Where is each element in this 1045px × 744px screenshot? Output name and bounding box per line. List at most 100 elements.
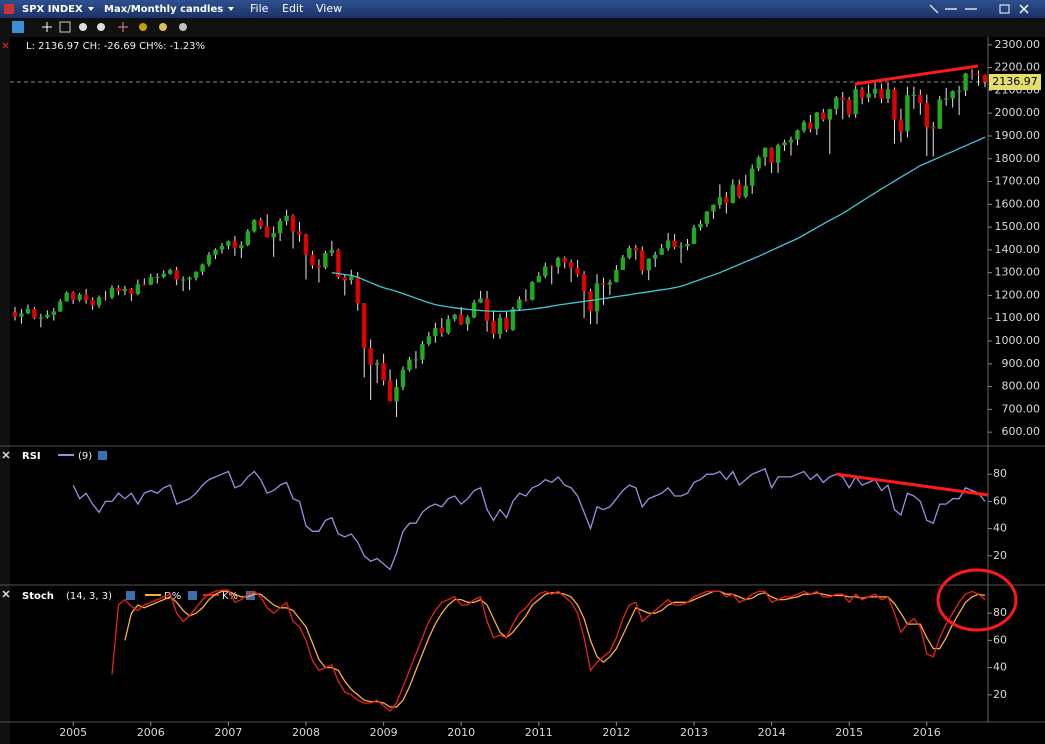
candle-body bbox=[187, 277, 192, 280]
y-tick-label: 1700.00 bbox=[995, 175, 1041, 188]
tool-cross[interactable] bbox=[118, 22, 128, 32]
window-icons[interactable] bbox=[929, 4, 977, 14]
candle-body bbox=[142, 284, 147, 286]
tool-text[interactable] bbox=[12, 21, 24, 33]
candle-body bbox=[420, 343, 425, 360]
candle-body bbox=[640, 250, 645, 271]
candle-body bbox=[937, 99, 942, 129]
candle-body bbox=[872, 88, 878, 94]
candle-body bbox=[827, 109, 832, 120]
stoch-settings[interactable] bbox=[126, 591, 135, 600]
candle-body bbox=[116, 287, 121, 291]
candle-body bbox=[814, 112, 820, 129]
candle-body bbox=[155, 277, 160, 279]
symbol-icon bbox=[4, 4, 14, 14]
candle-body bbox=[349, 276, 354, 281]
tool-zoom[interactable] bbox=[79, 23, 87, 31]
candle-body bbox=[239, 245, 244, 249]
legend-k: K% bbox=[222, 591, 238, 602]
tool-zoom-out[interactable] bbox=[97, 23, 105, 31]
candle-body bbox=[478, 298, 483, 303]
menu-file[interactable]: File bbox=[250, 2, 269, 15]
candle-body bbox=[691, 227, 697, 244]
candle-body bbox=[484, 298, 490, 321]
tool-settings[interactable] bbox=[179, 23, 187, 31]
tool-icons bbox=[12, 21, 187, 33]
x-tick-label: 2013 bbox=[680, 726, 708, 739]
candle-body bbox=[459, 314, 464, 325]
candle-body bbox=[64, 292, 69, 302]
x-tick-label: 2015 bbox=[835, 726, 863, 739]
candle-body bbox=[808, 122, 813, 129]
candle-body bbox=[45, 314, 50, 318]
candle-body bbox=[96, 297, 102, 306]
close-pane[interactable] bbox=[2, 451, 10, 459]
tool-rect[interactable] bbox=[59, 21, 71, 33]
candle-body bbox=[678, 246, 684, 248]
series-line bbox=[72, 467, 986, 571]
x-tick-label: 2011 bbox=[525, 726, 553, 739]
candle-body bbox=[180, 279, 186, 281]
candle-body bbox=[51, 311, 56, 315]
tool-sun[interactable] bbox=[139, 23, 147, 31]
candle-body bbox=[277, 220, 283, 234]
candle-body bbox=[109, 287, 115, 298]
candle-body bbox=[562, 258, 567, 263]
candle-body bbox=[232, 241, 238, 249]
candle-body bbox=[788, 139, 794, 143]
candle-body bbox=[452, 314, 457, 320]
x-tick-label: 2009 bbox=[370, 726, 398, 739]
stoch-title: Stoch bbox=[22, 591, 54, 602]
symbol[interactable]: SPX INDEX bbox=[22, 4, 83, 15]
candle-body bbox=[342, 277, 347, 281]
close-pane[interactable] bbox=[2, 42, 9, 49]
candle-body bbox=[665, 240, 671, 249]
maximize-button[interactable] bbox=[999, 4, 1010, 14]
candle-body bbox=[963, 73, 968, 91]
candle-body bbox=[717, 197, 723, 205]
candle-body bbox=[129, 288, 134, 294]
rsi-title: RSI bbox=[22, 451, 41, 462]
candle-body bbox=[633, 248, 638, 251]
candle-body bbox=[549, 266, 554, 268]
window-controls bbox=[929, 4, 1029, 14]
rsi-settings[interactable] bbox=[98, 451, 107, 460]
candle-body bbox=[329, 249, 335, 254]
candle-body bbox=[161, 273, 166, 278]
candle-body bbox=[407, 359, 412, 370]
close-button[interactable] bbox=[1019, 4, 1029, 14]
candle-body bbox=[898, 119, 904, 132]
candle-body bbox=[944, 98, 949, 100]
close-pane[interactable] bbox=[2, 590, 10, 598]
x-tick-label: 2014 bbox=[758, 726, 786, 739]
dropdown-arrow[interactable] bbox=[88, 7, 94, 11]
tool-pan[interactable] bbox=[159, 23, 167, 31]
candle-body bbox=[969, 73, 975, 75]
candle-body bbox=[38, 317, 44, 319]
x-tick-label: 2010 bbox=[447, 726, 475, 739]
y-tick-label: 1000.00 bbox=[995, 334, 1041, 347]
menu-edit[interactable]: Edit bbox=[282, 2, 304, 15]
y-tick-label: 20 bbox=[993, 688, 1007, 701]
x-tick-label: 2006 bbox=[137, 726, 165, 739]
dropdown-arrow[interactable] bbox=[228, 7, 234, 11]
candle-body bbox=[433, 328, 438, 337]
y-tick-label: 80 bbox=[993, 467, 1007, 480]
candle-body bbox=[362, 303, 367, 349]
candle-body bbox=[847, 99, 852, 115]
series-line bbox=[331, 136, 986, 313]
tool-crosshair[interactable] bbox=[42, 22, 52, 32]
candle-body bbox=[607, 282, 613, 285]
legend-d: D% bbox=[164, 591, 181, 602]
candle-body bbox=[762, 147, 768, 158]
candle-body bbox=[782, 142, 787, 146]
candle-body bbox=[439, 328, 444, 333]
rsi-params: (9) bbox=[78, 451, 92, 462]
candle-body bbox=[568, 262, 574, 268]
period[interactable]: Max/Monthly candles bbox=[104, 4, 223, 15]
candle-body bbox=[491, 320, 496, 334]
menu-view[interactable]: View bbox=[316, 2, 342, 15]
candle-body bbox=[769, 147, 774, 163]
legend-checkbox[interactable] bbox=[188, 591, 197, 600]
candle-body bbox=[918, 94, 923, 104]
